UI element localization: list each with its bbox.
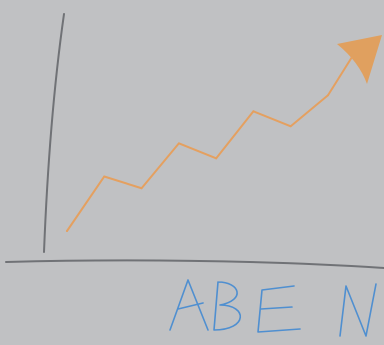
data-point (177, 142, 180, 145)
data-point (140, 187, 143, 190)
caption-letter-b (213, 281, 242, 331)
y-axis-line (43, 13, 65, 253)
x-axis-line (5, 259, 384, 269)
arrow-head-icon (337, 35, 382, 84)
data-point (289, 125, 292, 128)
caption-letter-a (169, 279, 209, 331)
series-group (66, 35, 382, 232)
arrow-connector (327, 56, 353, 96)
data-point (103, 175, 106, 178)
data-point (215, 157, 218, 160)
caption-letter-e (257, 285, 301, 333)
axes (5, 13, 384, 269)
caption-letter-n (339, 283, 377, 337)
series-line (66, 94, 329, 232)
data-point (66, 230, 68, 232)
caption-group (169, 279, 377, 337)
data-point (252, 110, 255, 113)
